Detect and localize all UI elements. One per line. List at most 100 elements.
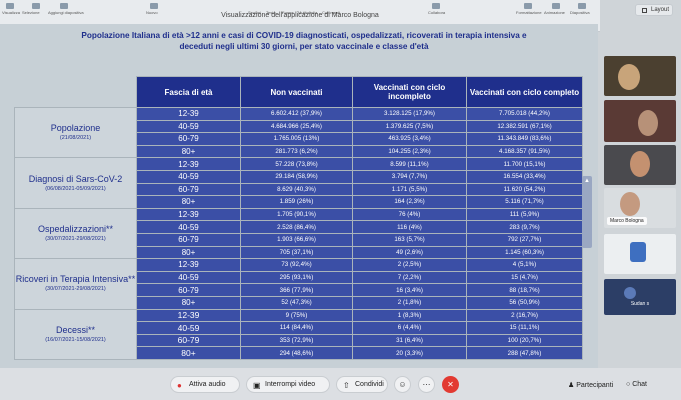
slide-icon <box>578 3 586 9</box>
value-cell: 281.773 (6,2%) <box>240 144 353 159</box>
header-complete: Vaccinati con ciclo completo <box>466 76 583 108</box>
value-cell: 9 (75%) <box>240 308 353 323</box>
camera-icon: ▣ <box>253 381 261 390</box>
toolbar-item-comments[interactable]: Commenti <box>322 10 341 15</box>
age-cell: 40-59 <box>136 220 241 234</box>
value-cell: 31 (6,4%) <box>352 333 467 348</box>
reactions-button[interactable]: ☺ <box>394 376 411 393</box>
close-icon: ✕ <box>447 380 454 389</box>
toolbar-item-text[interactable]: Testo <box>266 10 276 15</box>
leave-call-button[interactable]: ✕ <box>442 376 459 393</box>
participant-face <box>620 192 640 216</box>
toolbar-item-new[interactable]: Nuovo <box>146 10 158 15</box>
participant-tile[interactable] <box>604 234 676 274</box>
animation-icon <box>552 3 560 9</box>
table-row: 60-79 1.765.005 (13%) 463.925 (3,4%) 11.343… <box>15 132 583 146</box>
value-cell: 16 (3,4%) <box>352 283 467 297</box>
participant-tile[interactable] <box>604 145 676 185</box>
group-label: Ospedalizzazioni** (30/07/2021-29/08/2021… <box>14 207 137 260</box>
toolbar-item-sections[interactable]: Sezioni <box>248 10 262 15</box>
value-cell: 705 (37,1%) <box>240 245 353 260</box>
toolbar-item-shapes[interactable]: Forme <box>282 10 294 15</box>
presentation-slide: Popolazione Italiana di età >12 anni e c… <box>0 24 598 368</box>
participant-tile[interactable] <box>604 56 676 96</box>
value-cell: 11.700 (15,1%) <box>466 157 583 171</box>
toolbar-item-add-slide[interactable]: Aggiungi diapositiva <box>48 10 84 15</box>
age-cell: 12-39 <box>136 107 241 121</box>
stop-video-button[interactable]: ▣ Interrompi video <box>246 376 330 393</box>
toolbar-item-media[interactable]: Multimedia <box>298 10 318 15</box>
toolbar-item-format[interactable]: Formattazione <box>516 10 542 15</box>
age-cell: 80+ <box>136 346 241 360</box>
toolbar-item-view[interactable]: Visualizza <box>2 10 20 15</box>
add-slide-icon <box>60 3 68 9</box>
value-cell: 88 (18,7%) <box>466 283 583 297</box>
group-date: (30/07/2021-29/08/2021) <box>45 286 106 293</box>
value-cell: 73 (92,4%) <box>240 258 353 272</box>
participants-button[interactable]: ♟ Partecipanti <box>568 381 613 389</box>
share-button[interactable]: ⇧ Condividi <box>336 376 388 393</box>
value-cell: 16.554 (33,4%) <box>466 169 583 184</box>
people-icon: ♟ <box>568 382 575 389</box>
age-cell: 60-79 <box>136 283 241 297</box>
participant-tile[interactable]: Sudan s <box>604 279 676 315</box>
participant-tile[interactable] <box>604 100 676 142</box>
value-cell: 104.255 (2,3%) <box>352 144 467 159</box>
avatar <box>630 242 646 262</box>
value-cell: 4 (5,1%) <box>466 258 583 272</box>
table-row: 40-59 295 (93,1%) 7 (2,2%) 15 (4,7%) <box>15 270 583 285</box>
group-label: Decessi** (16/07/2021-15/08/2021) <box>14 308 137 360</box>
microphone-muted-icon: ● <box>177 381 182 390</box>
selection-icon <box>32 3 40 9</box>
age-cell: 12-39 <box>136 207 241 222</box>
value-cell: 1 (8,3%) <box>352 308 467 323</box>
slide-scrollbar[interactable]: ▲ <box>582 176 592 248</box>
value-cell: 4.684.966 (25,4%) <box>240 119 353 134</box>
value-cell: 1.379.625 (7,5%) <box>352 119 467 134</box>
value-cell: 1.765.005 (13%) <box>240 132 353 146</box>
group-name: Ospedalizzazioni** <box>37 223 114 234</box>
value-cell: 1.171 (5,5%) <box>352 182 467 197</box>
play-icon <box>150 3 158 9</box>
value-cell: 2.528 (86,4%) <box>240 220 353 234</box>
age-cell: 60-79 <box>136 232 241 247</box>
value-cell: 12.382.591 (67,1%) <box>466 119 583 134</box>
value-cell: 2 (1,8%) <box>352 295 467 310</box>
value-cell: 1.859 (26%) <box>240 195 353 209</box>
value-cell: 1.903 (66,6%) <box>240 232 353 247</box>
toolbar-item-animation[interactable]: Animazione <box>544 10 565 15</box>
toolbar-item-selection[interactable]: Selezione <box>22 10 40 15</box>
value-cell: 56 (50,9%) <box>466 295 583 310</box>
covid-table: Fascia di età Non vaccinati Vaccinati co… <box>14 76 583 360</box>
value-cell: 164 (2,3%) <box>352 195 467 209</box>
value-cell: 1.705 (90,1%) <box>240 207 353 222</box>
toolbar-item-collaborate[interactable]: Collabora <box>428 10 446 15</box>
value-cell: 792 (27,7%) <box>466 232 583 247</box>
participant-name: Sudan s <box>630 301 650 307</box>
participant-tile-active[interactable]: Marco Bologna <box>604 188 676 228</box>
header-not-vaccinated: Non vaccinati <box>240 76 353 108</box>
more-options-button[interactable]: ⋯ <box>418 376 435 393</box>
value-cell: 288 (47,8%) <box>466 346 583 360</box>
chevron-up-icon[interactable]: ▲ <box>584 178 590 184</box>
toolbar-item-slide[interactable]: Diapositiva <box>570 10 590 15</box>
collaborate-icon <box>432 3 440 9</box>
group-label: Ricoveri in Terapia Intensiva** (30/07/20… <box>14 258 137 310</box>
chat-icon: ○ <box>626 381 631 388</box>
value-cell: 366 (77,9%) <box>240 283 353 297</box>
value-cell: 463.925 (3,4%) <box>352 132 467 146</box>
table-row: 40-59 4.684.966 (25,4%) 1.379.625 (7,5%) 12… <box>15 119 583 134</box>
group-name: Diagnosi di Sars-CoV-2 <box>28 173 123 184</box>
participant-face <box>630 151 650 177</box>
meeting-controls: ● Attiva audio ▣ Interrompi video ⇧ Cond… <box>0 368 681 400</box>
value-cell: 163 (5,7%) <box>352 232 467 247</box>
value-cell: 114 (84,4%) <box>240 321 353 335</box>
unmute-button[interactable]: ● Attiva audio <box>170 376 240 393</box>
group-label: Diagnosi di Sars-CoV-2 (06/08/2021-05/09/… <box>14 157 137 209</box>
chat-button[interactable]: ○ Chat <box>626 381 647 388</box>
age-cell: 12-39 <box>136 258 241 272</box>
header-incomplete: Vaccinati con ciclo incompleto <box>352 76 467 108</box>
layout-button[interactable]: Layout <box>635 4 673 16</box>
value-cell: 49 (2,6%) <box>352 245 467 260</box>
